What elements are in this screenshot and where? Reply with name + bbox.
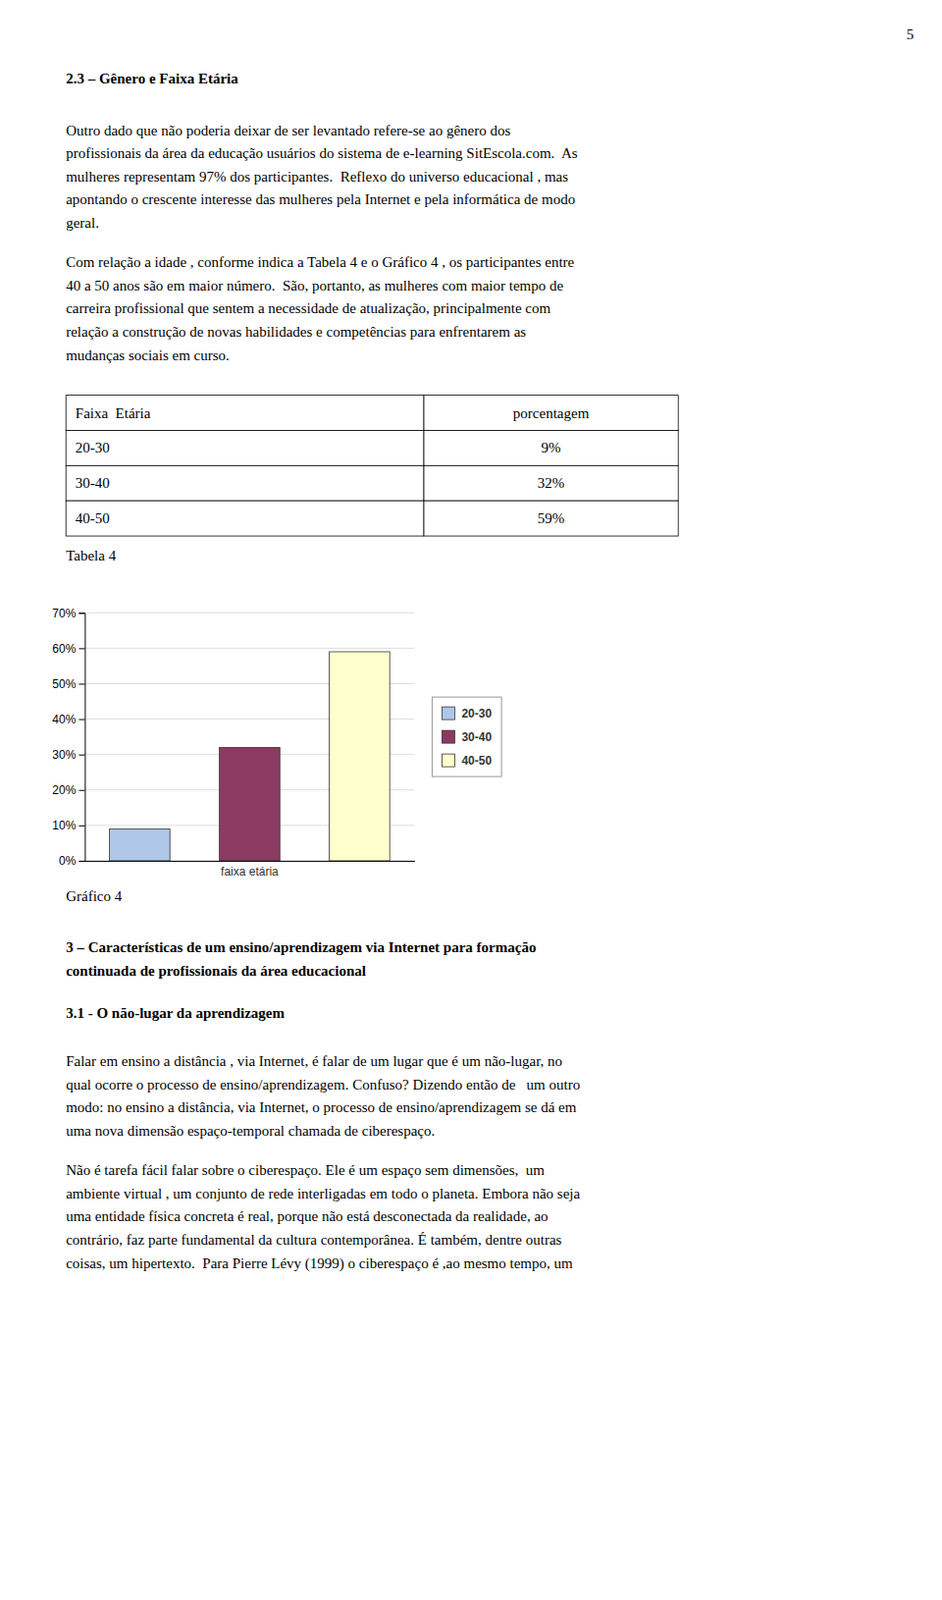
- x-axis: [85, 860, 416, 862]
- table-text: 32%: [537, 474, 566, 491]
- legend-frame: [431, 696, 502, 777]
- paragraph-line: qual ocorre o processo de ensino/aprendi…: [65, 1076, 580, 1093]
- table-text: 20-30: [75, 439, 110, 456]
- table-cell: [65, 429, 424, 466]
- tick-label: 50%: [52, 677, 76, 691]
- grid-line: [84, 612, 415, 614]
- section-title: 2.3 – Gênero e Faixa Etária: [65, 70, 239, 87]
- table-cell: [423, 465, 679, 501]
- tick-label: 30%: [52, 747, 76, 762]
- bar: [109, 828, 171, 860]
- axis-line: [78, 613, 86, 862]
- section-title: continuada de profissionais da área educ…: [65, 962, 367, 979]
- legend: 20-30 30-40 40-50: [431, 696, 502, 777]
- tick: 70%: [52, 606, 85, 621]
- tick: 60%: [52, 641, 85, 656]
- y-axis: 0% 10% 20% 30% 40% 50% 60% 70%: [52, 606, 86, 869]
- tick-mark: [78, 789, 85, 791]
- paragraph-line: mulheres representam 97% dos participant…: [65, 168, 569, 185]
- tick-label: 0%: [58, 853, 77, 868]
- paragraph-line: coisas, um hipertexto. Para Pierre Lévy …: [65, 1255, 574, 1272]
- x-axis-title: faixa etária: [220, 864, 279, 879]
- chart-caption: Gráfico 4: [65, 888, 123, 904]
- chart: 0% 10% 20% 30% 40% 50% 60% 70% faixa etária 20-30…: [52, 606, 502, 879]
- page-number: 5: [906, 26, 915, 43]
- tick-mark: [78, 719, 85, 721]
- legend-label: 20-30: [461, 706, 492, 721]
- paragraph-line: Outro dado que não poderia deixar de ser…: [65, 122, 511, 139]
- axis-line: [85, 860, 416, 862]
- tick-label: 40%: [52, 712, 76, 727]
- tick-mark: [78, 754, 85, 756]
- legend-swatch: [441, 730, 455, 743]
- tick-mark: [78, 825, 85, 827]
- paragraph-line: contrário, faz parte fundamental da cult…: [65, 1231, 562, 1248]
- table-text: 59%: [537, 510, 566, 526]
- tick-label: 70%: [52, 606, 76, 621]
- legend-label: 30-40: [461, 730, 492, 744]
- tick-mark: [78, 860, 85, 862]
- paragraph-line: Com relação a idade , conforme indica a …: [65, 254, 575, 270]
- paragraph-line: relação a construção de novas habilidade…: [65, 323, 526, 340]
- paragraph-line: profissionais da área da educação usuári…: [65, 145, 578, 161]
- grid-line: [84, 647, 415, 649]
- table-text: 9%: [541, 439, 562, 456]
- paragraph-line: uma nova dimensão espaço-temporal chamad…: [65, 1122, 435, 1139]
- legend-swatch: [441, 706, 455, 720]
- paragraph-line: apontando o crescente interesse das mulh…: [65, 191, 576, 208]
- legend-label: 40-50: [461, 753, 492, 768]
- tick: 30%: [52, 747, 85, 762]
- page: 5 2.3 – Gênero e Faixa Etária Outro dado q…: [0, 0, 942, 1600]
- tick-mark: [78, 612, 85, 614]
- tick-label: 60%: [52, 641, 76, 656]
- table-text: porcentagem: [513, 405, 590, 421]
- paragraph-line: ambiente virtual , um conjunto de rede i…: [65, 1185, 580, 1202]
- table-cell: [65, 465, 424, 501]
- table-cell: [423, 429, 679, 466]
- table-cell: [423, 395, 679, 431]
- paragraph-line: uma entidade física concreta é real, por…: [65, 1207, 548, 1224]
- paragraph-line: Falar em ensino a distância , via Intern…: [65, 1052, 563, 1069]
- table-text: Faixa Etária: [75, 405, 152, 421]
- paragraph-line: 40 a 50 anos são em maior número. São, p…: [65, 277, 564, 294]
- tick: 10%: [52, 818, 85, 833]
- paragraph-line: geral.: [65, 214, 100, 231]
- tick-mark: [78, 682, 85, 684]
- table-cell: [423, 500, 679, 536]
- tick: 40%: [52, 712, 85, 727]
- table-cell: [65, 395, 424, 431]
- table: Faixa Etária porcentagem 20-30 9% 30-40 32% 40…: [65, 395, 679, 536]
- table-cell: [65, 500, 424, 536]
- grid: [84, 612, 415, 861]
- bars: [109, 651, 391, 861]
- table-text: 30-40: [75, 474, 110, 491]
- paragraph-line: carreira profissional que sentem a neces…: [65, 300, 551, 316]
- paragraph-line: mudanças sociais em curso.: [65, 347, 230, 364]
- bar: [219, 746, 281, 860]
- section-title: 3.1 - O não-lugar da aprendizagem: [65, 1004, 285, 1021]
- tick-label: 20%: [52, 783, 76, 797]
- tick: 0%: [58, 853, 85, 868]
- paragraph-line: Não é tarefa fácil falar sobre o ciberes…: [65, 1161, 545, 1178]
- tick: 50%: [52, 677, 85, 691]
- paragraph-line: modo: no ensino a distância, via Interne…: [65, 1099, 577, 1115]
- bar: [329, 651, 391, 861]
- table-caption: Tabela 4: [65, 547, 117, 564]
- legend-swatch: [441, 753, 455, 767]
- tick-mark: [78, 647, 85, 649]
- tick-label: 10%: [52, 818, 76, 833]
- section-title: 3 – Características de um ensino/aprendi…: [65, 939, 536, 955]
- tick: 20%: [52, 783, 85, 797]
- table-text: 40-50: [75, 510, 110, 526]
